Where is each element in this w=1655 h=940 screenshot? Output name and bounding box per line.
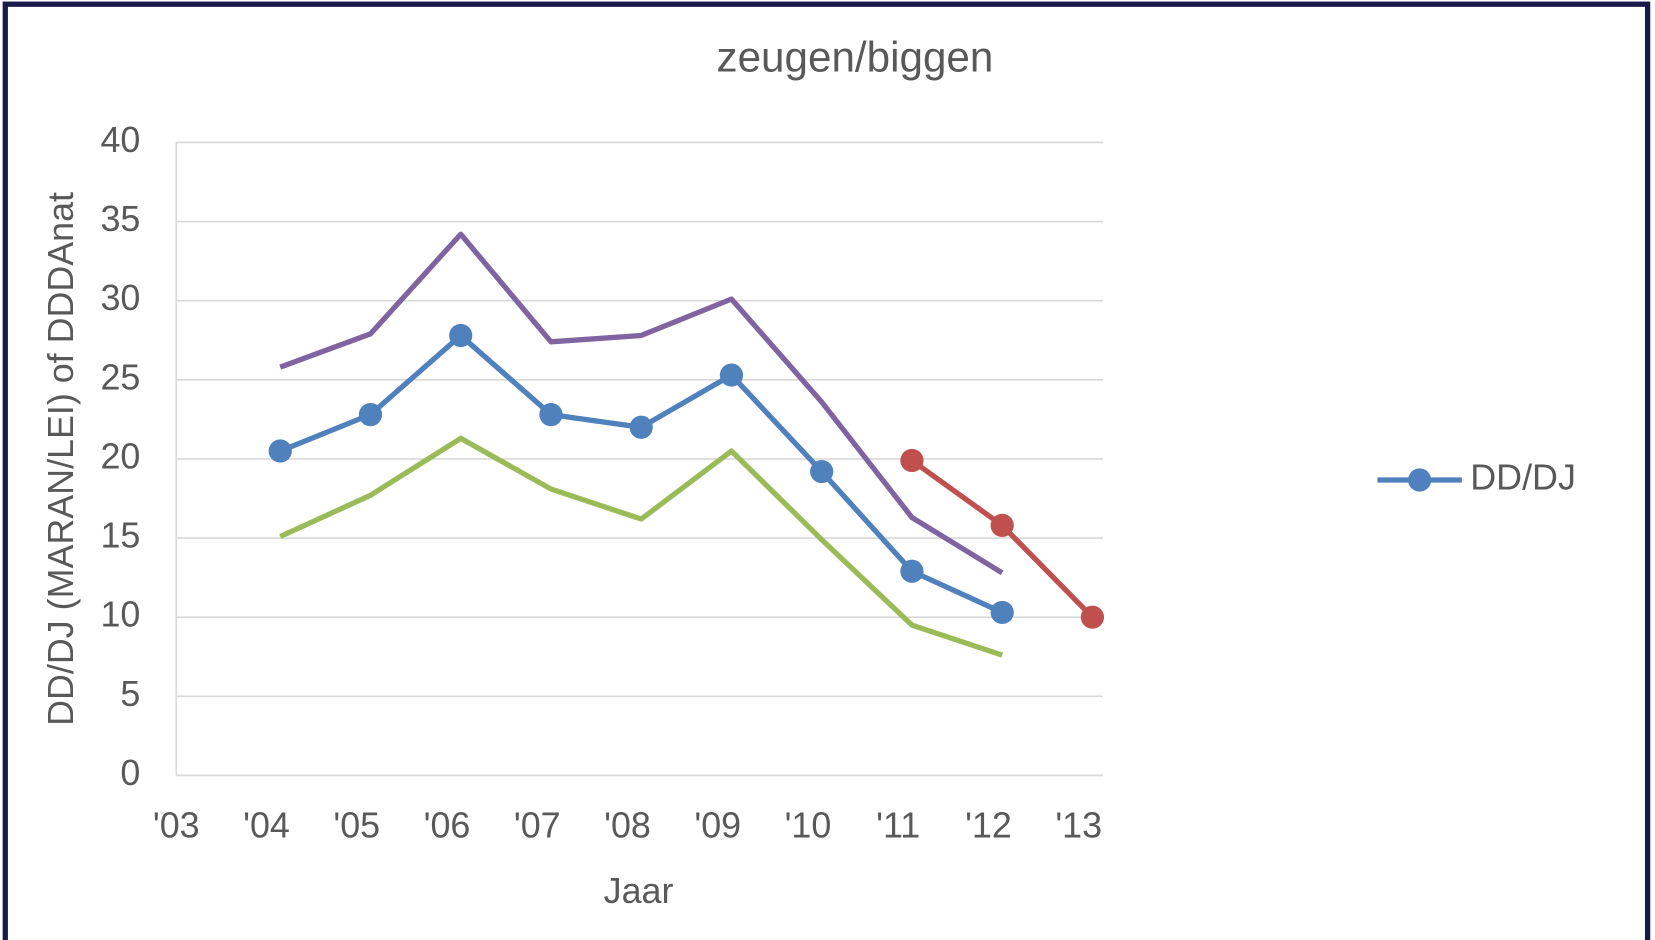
x-tick-label: '08 xyxy=(604,806,651,846)
x-tick-label: '04 xyxy=(243,806,290,846)
series-line xyxy=(279,231,1004,576)
legend-marker xyxy=(1408,468,1432,492)
y-tick-label: 15 xyxy=(100,516,140,556)
x-axis-title: Jaar xyxy=(604,871,674,911)
marker xyxy=(900,448,924,473)
marker xyxy=(629,415,653,439)
x-tick-label: '03 xyxy=(153,806,200,846)
marker xyxy=(990,513,1014,537)
marker xyxy=(449,323,473,348)
y-tick-label: 20 xyxy=(100,436,140,476)
y-axis-title: DD/DJ (MARAN/LEI) of DDDAnat xyxy=(41,192,81,726)
marker xyxy=(810,459,834,484)
x-tick-label: '05 xyxy=(333,806,380,846)
marker xyxy=(719,363,744,387)
x-tick-label: '07 xyxy=(514,806,561,846)
chart-title: zeugen/biggen xyxy=(716,33,993,80)
y-tick-label: 5 xyxy=(120,674,140,714)
y-tick-label: 40 xyxy=(100,120,140,160)
y-tick-label: 30 xyxy=(100,278,140,318)
series-line xyxy=(279,435,1004,658)
x-tick-label: '06 xyxy=(424,806,471,846)
marker xyxy=(990,600,1014,625)
x-tick-label: '11 xyxy=(876,806,920,846)
marker xyxy=(358,403,383,427)
y-tick-label: 10 xyxy=(100,595,140,635)
y-tick-label: 0 xyxy=(120,753,140,793)
x-tick-label: '12 xyxy=(965,806,1012,846)
legend-label: DD/DJ xyxy=(1470,457,1576,497)
y-tick-label: 35 xyxy=(100,199,140,239)
y-tick-label: 25 xyxy=(100,357,140,397)
x-tick-label: '10 xyxy=(785,806,832,846)
marker xyxy=(268,439,292,463)
marker xyxy=(539,403,563,427)
marker xyxy=(1080,605,1105,629)
marker xyxy=(900,559,924,583)
x-tick-label: '09 xyxy=(694,806,741,846)
x-tick-label: '13 xyxy=(1055,806,1102,846)
